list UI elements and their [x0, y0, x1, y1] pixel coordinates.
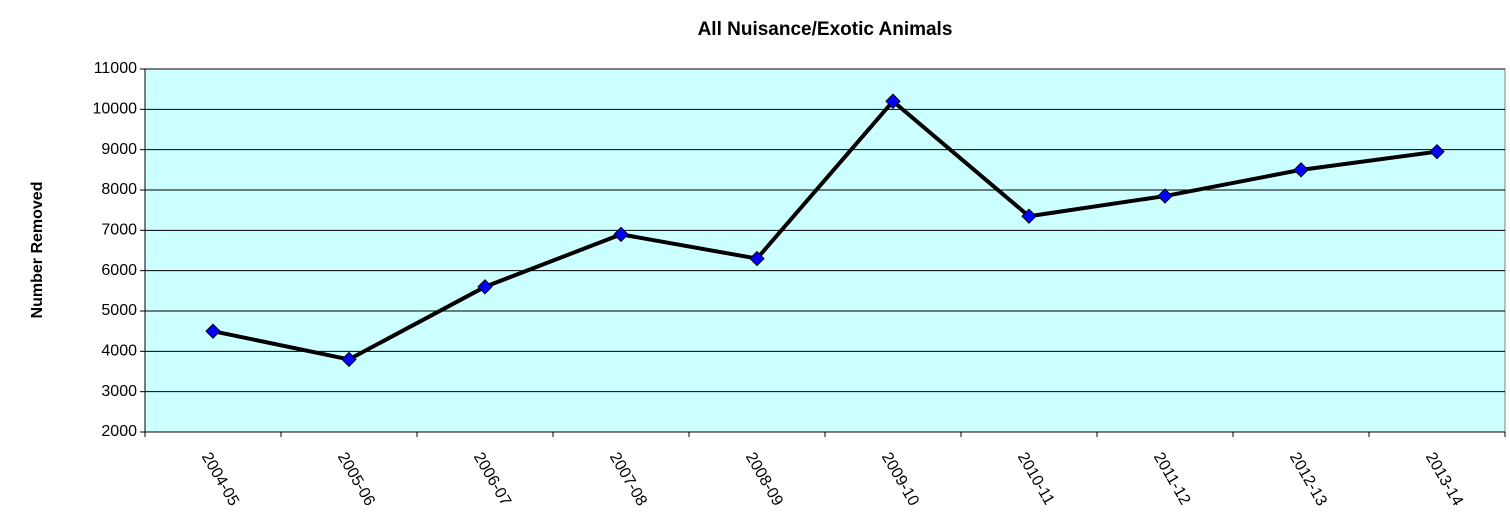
x-tick-label: 2012-13 — [1286, 450, 1330, 509]
y-tick-label: 3000 — [101, 383, 137, 400]
plot-area — [144, 68, 1506, 433]
y-tick-label: 10000 — [93, 101, 138, 118]
line — [212, 99, 1438, 362]
x-tick-label: 2010-11 — [1014, 450, 1058, 508]
y-tick-label: 4000 — [101, 343, 137, 360]
chart-title: All Nuisance/Exotic Animals — [698, 19, 953, 40]
y-tick-label: 11000 — [94, 60, 137, 77]
y-axis-label: Number Removed — [29, 182, 46, 319]
x-tick-label: 2009-10 — [878, 450, 922, 509]
y-tick-label: 7000 — [101, 222, 137, 239]
x-tick-label: 2007-08 — [606, 450, 650, 509]
marker — [341, 351, 357, 368]
y-tick-label: 2000 — [101, 423, 137, 440]
marker — [885, 93, 901, 109]
x-tick-label: 2004-05 — [198, 450, 242, 509]
marker — [477, 279, 493, 295]
y-tick-label: 6000 — [101, 262, 137, 279]
x-tick-label: 2005-06 — [334, 450, 378, 509]
marker — [205, 323, 221, 339]
marker — [1293, 162, 1309, 178]
x-tick-label: 2008-09 — [742, 450, 786, 509]
y-tick-label: 5000 — [101, 302, 137, 319]
marker — [1157, 188, 1173, 204]
x-tick-label: 2011-12 — [1150, 450, 1194, 508]
marker — [1021, 208, 1037, 224]
x-tick-label: 2006-07 — [470, 450, 514, 509]
y-tick-label: 8000 — [101, 181, 137, 198]
x-tick-label: 2013-14 — [1422, 450, 1466, 509]
marker — [749, 250, 765, 267]
marker — [1429, 143, 1445, 160]
y-tick-label: 9000 — [101, 141, 137, 158]
marker — [613, 226, 629, 243]
